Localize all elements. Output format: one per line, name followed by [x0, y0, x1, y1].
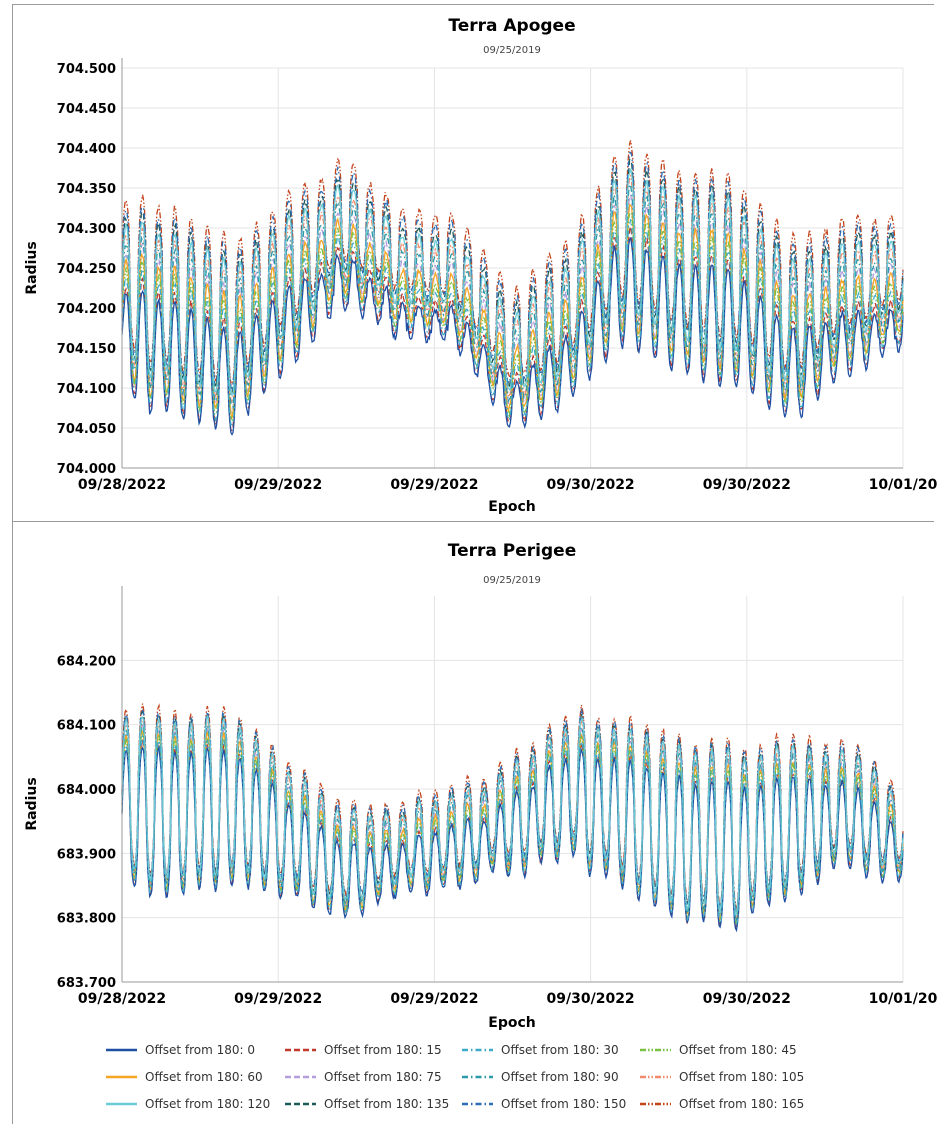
perigee-x-tick-label: 09/29/2022 — [234, 991, 322, 1007]
apogee-title: Terra Apogee — [448, 16, 575, 36]
legend-item-label: Offset from 180: 45 — [679, 1043, 797, 1057]
apogee-x-tick-label: 09/30/2022 — [547, 477, 635, 493]
apogee-x-tick-label: 10/01/20 — [869, 477, 938, 493]
apogee-y-axis-label: Radius — [24, 241, 40, 294]
legend-item-label: Offset from 180: 105 — [679, 1070, 804, 1084]
apogee-x-tick-label: 09/29/2022 — [234, 477, 322, 493]
chart-divider — [12, 521, 934, 522]
legend-item-label: Offset from 180: 150 — [501, 1097, 626, 1111]
perigee-x-tick-label: 09/30/2022 — [547, 991, 635, 1007]
apogee-y-tick-label: 704.350 — [57, 182, 116, 197]
apogee-y-tick-label: 704.000 — [57, 462, 116, 477]
legend-item-label: Offset from 180: 75 — [324, 1070, 442, 1084]
legend-item-label: Offset from 180: 120 — [145, 1097, 270, 1111]
perigee-y-tick-label: 683.700 — [57, 976, 116, 991]
perigee-y-tick-label: 683.800 — [57, 912, 116, 927]
chart-frame — [12, 4, 934, 1124]
apogee-y-tick-label: 704.400 — [57, 142, 116, 157]
apogee-x-tick-label: 09/29/2022 — [390, 477, 478, 493]
perigee-subtitle: 09/25/2019 — [483, 575, 541, 586]
legend-item-label: Offset from 180: 60 — [145, 1070, 263, 1084]
apogee-subtitle: 09/25/2019 — [483, 45, 541, 56]
apogee-y-tick-label: 704.050 — [57, 422, 116, 437]
legend-item-label: Offset from 180: 0 — [145, 1043, 255, 1057]
apogee-y-tick-label: 704.150 — [57, 342, 116, 357]
perigee-x-tick-label: 09/28/2022 — [78, 991, 166, 1007]
perigee-y-tick-label: 684.100 — [57, 719, 116, 734]
chart-legend: Offset from 180: 0 Offset from 180: 15 Off… — [106, 1043, 804, 1111]
apogee-series-line — [121, 168, 904, 397]
apogee-x-axis-label: Epoch — [488, 499, 535, 515]
apogee-series-line — [121, 182, 904, 409]
apogee-y-tick-label: 704.250 — [57, 262, 116, 277]
perigee-x-tick-label: 09/29/2022 — [390, 991, 478, 1007]
perigee-x-axis-label: Epoch — [488, 1015, 535, 1031]
apogee-y-tick-label: 704.100 — [57, 382, 116, 397]
legend-item-label: Offset from 180: 90 — [501, 1070, 619, 1084]
apogee-series-line — [121, 219, 904, 426]
perigee-title: Terra Perigee — [448, 541, 576, 561]
perigee-series-line — [121, 715, 904, 916]
perigee-y-tick-label: 684.000 — [57, 783, 116, 798]
legend-item-label: Offset from 180: 30 — [501, 1043, 619, 1057]
perigee-y-tick-label: 684.200 — [57, 654, 116, 669]
legend-item-label: Offset from 180: 135 — [324, 1097, 449, 1111]
legend-item-label: Offset from 180: 165 — [679, 1097, 804, 1111]
perigee-y-tick-label: 683.900 — [57, 847, 116, 862]
perigee-y-axis-label: Radius — [24, 777, 40, 830]
perigee-x-tick-label: 10/01/20 — [869, 991, 938, 1007]
apogee-x-tick-label: 09/28/2022 — [78, 477, 166, 493]
apogee-y-tick-label: 704.450 — [57, 102, 116, 117]
apogee-y-tick-label: 704.300 — [57, 222, 116, 237]
apogee-y-tick-label: 704.200 — [57, 302, 116, 317]
apogee-y-tick-label: 704.500 — [57, 62, 116, 77]
perigee-chart: Terra Perigee 09/25/2019 Epoch Radius 68… — [24, 541, 938, 1031]
apogee-x-tick-label: 09/30/2022 — [703, 477, 791, 493]
perigee-x-tick-label: 09/30/2022 — [703, 991, 791, 1007]
apogee-chart: Terra Apogee 09/25/2019 Epoch Radius 704… — [24, 16, 938, 515]
legend-item-label: Offset from 180: 15 — [324, 1043, 442, 1057]
